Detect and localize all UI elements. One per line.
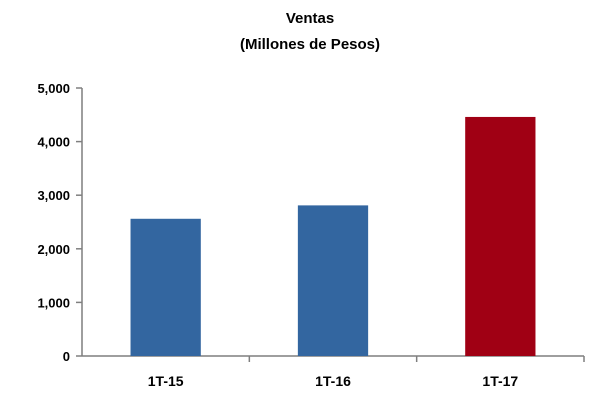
y-tick-label: 4,000 — [37, 135, 70, 150]
bar-1t-16 — [297, 205, 369, 356]
x-category-label: 1T-16 — [315, 373, 351, 389]
chart-title: Ventas — [286, 10, 334, 27]
y-tick-label: 3,000 — [37, 188, 70, 203]
x-category-label: 1T-17 — [482, 373, 518, 389]
y-tick-label: 1,000 — [37, 295, 70, 310]
x-axis-labels: 1T-15 1T-16 1T-17 — [148, 356, 585, 389]
chart-subtitle: (Millones de Pesos) — [240, 36, 380, 53]
y-axis-ticks: 0 1,000 2,000 3,000 4,000 5,000 — [37, 81, 82, 364]
y-tick-label: 2,000 — [37, 242, 70, 257]
x-category-label: 1T-15 — [148, 373, 184, 389]
y-tick-label: 0 — [63, 349, 70, 364]
y-tick-label: 5,000 — [37, 81, 70, 96]
bars-group — [130, 116, 536, 356]
bar-1t-17 — [465, 116, 536, 356]
bar-1t-15 — [130, 218, 201, 356]
